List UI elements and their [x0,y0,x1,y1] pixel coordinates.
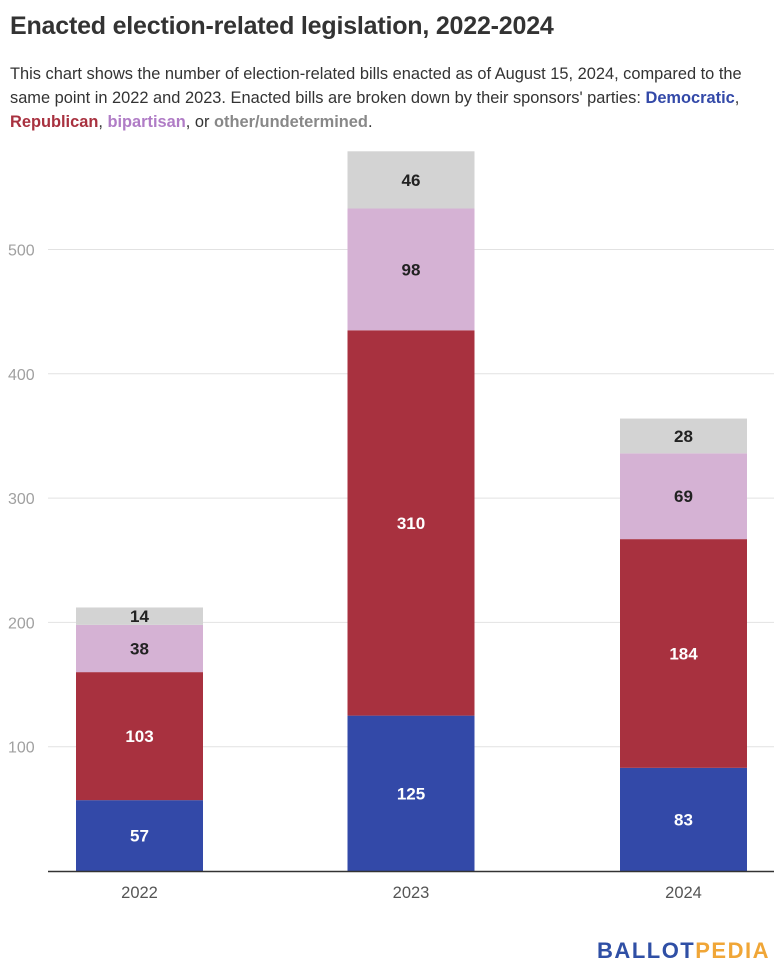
x-tick-label: 2023 [393,884,430,902]
bar-segment [347,330,475,716]
y-tick-label: 400 [8,367,35,384]
data-label: 57 [130,827,149,846]
bar-segment [347,208,475,331]
legend-other: other/undetermined [214,113,368,131]
ballotpedia-logo: BALLOTPEDIA [597,938,770,963]
chart-subtitle: This chart shows the number of election-… [10,62,772,134]
chart-title: Enacted election-related legislation, 20… [10,12,554,40]
legend-separator: , [734,89,740,107]
bar-segment [620,539,747,768]
y-tick-label: 300 [8,491,35,508]
data-label: 103 [125,727,153,746]
y-tick-label: 500 [8,243,35,260]
data-label: 83 [674,810,693,829]
data-label: 69 [674,487,693,506]
bar-segment [620,418,747,454]
legend-separator: , [98,113,108,131]
x-tick-label: 2022 [121,884,158,902]
legend-bipartisan: bipartisan [107,113,186,131]
subtitle-text: This chart shows the number of election-… [10,65,742,107]
bar-segment [347,151,475,209]
data-label: 98 [402,260,421,279]
subtitle-end: . [367,113,373,131]
legend-separator: , or [185,113,215,131]
y-tick-label: 100 [8,740,35,757]
bar-segment [620,767,747,871]
x-tick-label: 2024 [665,884,702,902]
legend-democratic: Democratic [645,89,735,107]
data-label: 28 [674,427,693,446]
bar-segment [76,607,203,625]
data-label: 14 [130,607,149,626]
bar-segment [76,672,203,801]
data-label: 184 [669,644,698,663]
data-label: 46 [402,171,421,190]
y-tick-label: 200 [8,615,35,632]
data-label: 310 [397,514,425,533]
bar-segment [76,624,203,673]
data-label: 125 [397,784,425,803]
bar-segment [620,453,747,540]
bar-segment [76,800,203,871]
bar-segment [347,715,475,871]
legend-republican: Republican [10,113,99,131]
data-label: 38 [130,640,149,659]
